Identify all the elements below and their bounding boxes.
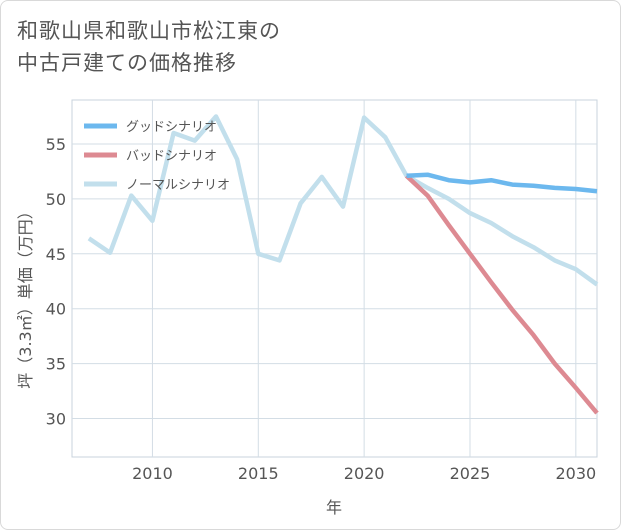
x-tick-label: 2010 [132, 464, 173, 483]
y-tick-label: 45 [46, 245, 66, 264]
series-lines [87, 114, 599, 415]
good-scenario-line [406, 172, 598, 194]
tick-labels: 2010 2015 2020 2025 2030 30 35 40 45 50 55 [46, 135, 597, 483]
legend-item-bad-label: バッドシナリオ [126, 149, 217, 164]
x-tick-label: 2020 [344, 464, 385, 483]
chart-title: 和歌山県和歌山市松江東の 中古戸建ての価格推移 [17, 15, 281, 79]
x-tick-label: 2030 [555, 464, 596, 483]
grid [72, 100, 597, 457]
x-axis-title: 年 [326, 498, 342, 517]
y-tick-label: 30 [46, 410, 66, 429]
title-line-1: 和歌山県和歌山市松江東の [17, 19, 281, 43]
y-axis-title: 坪（3.3㎡）単価（万円） [16, 203, 35, 388]
y-tick-label: 55 [46, 135, 66, 154]
y-tick-label: 50 [46, 190, 66, 209]
legend-item-normal-label: ノーマルシナリオ [126, 178, 230, 193]
x-tick-label: 2015 [238, 464, 279, 483]
x-tick-label: 2025 [450, 464, 491, 483]
y-tick-label: 40 [46, 300, 66, 319]
legend-item-good-label: グッドシナリオ [126, 120, 217, 135]
normal-scenario-line [87, 114, 599, 287]
bad-scenario-line [404, 174, 599, 415]
y-tick-label: 35 [46, 355, 66, 374]
plot-area [71, 99, 598, 458]
title-line-2: 中古戸建ての価格推移 [17, 51, 237, 75]
